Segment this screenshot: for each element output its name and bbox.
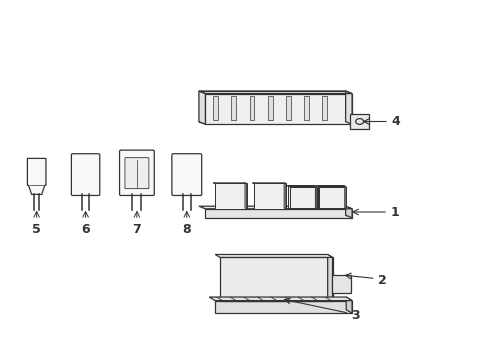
Polygon shape — [288, 186, 316, 187]
Polygon shape — [345, 91, 351, 124]
Polygon shape — [205, 94, 351, 124]
Polygon shape — [205, 209, 351, 218]
Text: 7: 7 — [132, 223, 141, 236]
Polygon shape — [317, 186, 344, 208]
Polygon shape — [213, 96, 218, 120]
Text: 2: 2 — [377, 274, 386, 287]
Polygon shape — [199, 206, 351, 209]
Text: 5: 5 — [32, 223, 41, 236]
Polygon shape — [327, 255, 332, 301]
Polygon shape — [249, 96, 254, 120]
Polygon shape — [199, 122, 351, 124]
Polygon shape — [231, 96, 236, 120]
Polygon shape — [289, 187, 316, 208]
Polygon shape — [199, 91, 205, 124]
Polygon shape — [322, 96, 326, 120]
Polygon shape — [244, 183, 246, 209]
Text: 4: 4 — [390, 115, 399, 128]
Text: 8: 8 — [182, 223, 191, 236]
Polygon shape — [253, 184, 285, 209]
Text: 1: 1 — [389, 206, 398, 219]
Polygon shape — [220, 257, 332, 301]
Polygon shape — [313, 186, 315, 208]
FancyBboxPatch shape — [125, 158, 148, 189]
FancyBboxPatch shape — [172, 154, 201, 195]
Polygon shape — [331, 275, 350, 293]
Text: 6: 6 — [81, 223, 90, 236]
Polygon shape — [315, 186, 316, 208]
Polygon shape — [214, 184, 246, 209]
Text: 3: 3 — [351, 309, 360, 321]
Polygon shape — [285, 96, 290, 120]
Polygon shape — [252, 183, 285, 184]
Polygon shape — [284, 183, 285, 209]
Polygon shape — [288, 186, 315, 208]
Polygon shape — [215, 255, 332, 257]
Polygon shape — [267, 96, 272, 120]
Polygon shape — [213, 183, 246, 184]
Polygon shape — [345, 206, 351, 218]
FancyBboxPatch shape — [119, 150, 154, 195]
Polygon shape — [346, 297, 351, 313]
Polygon shape — [349, 114, 368, 129]
Polygon shape — [317, 186, 346, 187]
Polygon shape — [304, 96, 308, 120]
Polygon shape — [215, 301, 351, 313]
Polygon shape — [209, 297, 351, 301]
Polygon shape — [344, 186, 346, 208]
Polygon shape — [27, 158, 46, 194]
Polygon shape — [199, 91, 345, 122]
FancyBboxPatch shape — [71, 154, 100, 195]
Polygon shape — [319, 187, 346, 208]
Polygon shape — [343, 186, 344, 208]
